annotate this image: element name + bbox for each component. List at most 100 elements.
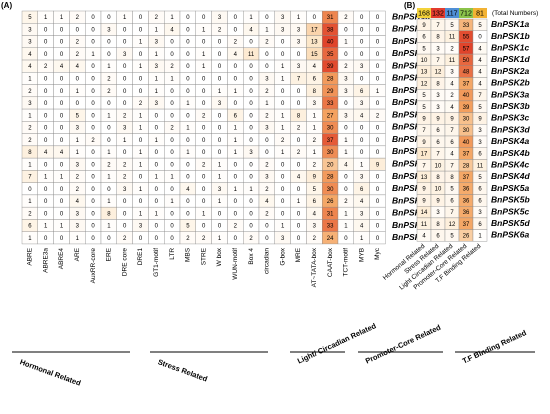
cell-value: 0 [123,89,127,95]
cell-value: 0 [376,52,380,58]
cell-value: 1 [281,224,285,230]
cell-value: 5 [450,234,454,240]
cell-value: 35 [327,52,334,58]
cell-value: 1 [281,150,285,156]
cell-value: 1 [76,150,80,156]
cell-value: 26 [463,234,470,240]
row-label: BnPSK5b [491,195,530,205]
row-label: BnPSK1d [491,54,531,64]
cell-value: 0 [376,187,380,193]
cell-value: 1 [155,89,159,95]
panel-label: (A) [1,1,12,10]
cell-value: 3 [139,224,143,230]
cell-value: 0 [60,40,64,46]
cell-value: 9 [436,198,440,204]
cell-value: 0 [297,236,301,242]
cell-value: 1 [376,89,380,95]
cell-value: 0 [265,15,269,21]
row-label: BnPSK5a [491,183,530,193]
cell-value: 1 [186,101,190,107]
cell-value: 2 [202,162,206,168]
cell-value: 9 [376,162,380,168]
cell-value: 5 [76,113,80,119]
cell-value: 3 [313,224,317,230]
cell-value: 0 [44,199,48,205]
cell-value: 0 [281,162,285,168]
cell-value: 0 [44,77,48,83]
cell-value: 0 [202,224,206,230]
cell-value: 0 [123,150,127,156]
cell-value: 6 [450,140,454,146]
cell-value: 2 [76,52,80,58]
cell-value: 28 [463,163,470,169]
cell-value: 6 [422,35,426,41]
cell-value: 5 [478,175,482,181]
cell-value: 0 [91,77,95,83]
cell-value: 2 [313,138,317,144]
cell-value: 0 [76,101,80,107]
total-value: 81 [476,10,484,17]
cell-value: 0 [60,236,64,242]
cell-value: 0 [139,175,143,181]
cell-value: 0 [202,101,206,107]
cell-value: 3 [218,187,222,193]
cell-value: 29 [327,89,334,95]
cell-value: 0 [202,138,206,144]
column-label: circadian [264,248,271,274]
cell-value: 0 [234,236,238,242]
cell-value: 0 [60,199,64,205]
cell-value: 3 [478,128,482,134]
cell-value: 4 [186,187,190,193]
cell-value: 4 [450,81,454,87]
cell-value: 2 [28,138,32,144]
cell-value: 30 [463,128,470,134]
cell-value: 5 [422,93,426,99]
cell-value: 7 [422,128,426,134]
cell-value: 0 [155,224,159,230]
cell-value: 2 [123,236,127,242]
cell-value: 39 [463,105,470,111]
cell-value: 0 [376,236,380,242]
cell-value: 0 [344,101,348,107]
cell-value: 3 [123,52,127,58]
cell-value: 2 [450,93,454,99]
cell-value: 9 [478,117,482,123]
row-label: BnPSK3b [392,97,431,107]
cell-value: 1 [281,77,285,83]
cell-value: 0 [202,89,206,95]
cell-value: 0 [186,162,190,168]
cell-value: 3 [123,187,127,193]
cell-value: 4 [60,64,64,70]
cell-value: 6 [28,224,32,230]
cell-value: 0 [265,64,269,70]
cell-value: 30 [327,126,334,132]
cell-value: 11 [248,52,255,58]
cell-value: 1 [170,175,174,181]
cell-value: 0 [170,162,174,168]
cell-value: 0 [344,52,348,58]
cell-value: 0 [170,224,174,230]
cell-value: 4 [76,64,80,70]
cell-value: 0 [202,15,206,21]
row-label: BnPSK3a [392,85,431,95]
cell-value: 48 [463,70,470,76]
cell-value: 3 [28,101,32,107]
column-label: CAAT-box [327,247,334,277]
cell-value: 10 [421,58,428,64]
cell-value: 0 [360,40,364,46]
cell-value: 1 [76,236,80,242]
cell-value: 0 [218,77,222,83]
cell-value: 5 [28,15,32,21]
cell-value: 0 [123,199,127,205]
row-label: BnPSK2a [491,66,530,76]
cell-value: 0 [170,236,174,242]
cell-value: 0 [91,113,95,119]
cell-value: 1 [202,27,206,33]
cell-value: 28 [327,77,334,83]
cell-value: 7 [450,210,454,216]
cell-value: 0 [170,113,174,119]
cell-value: 1 [28,162,32,168]
cell-value: 0 [123,211,127,217]
cell-value: 3 [297,64,301,70]
cell-value: 3 [281,236,285,242]
